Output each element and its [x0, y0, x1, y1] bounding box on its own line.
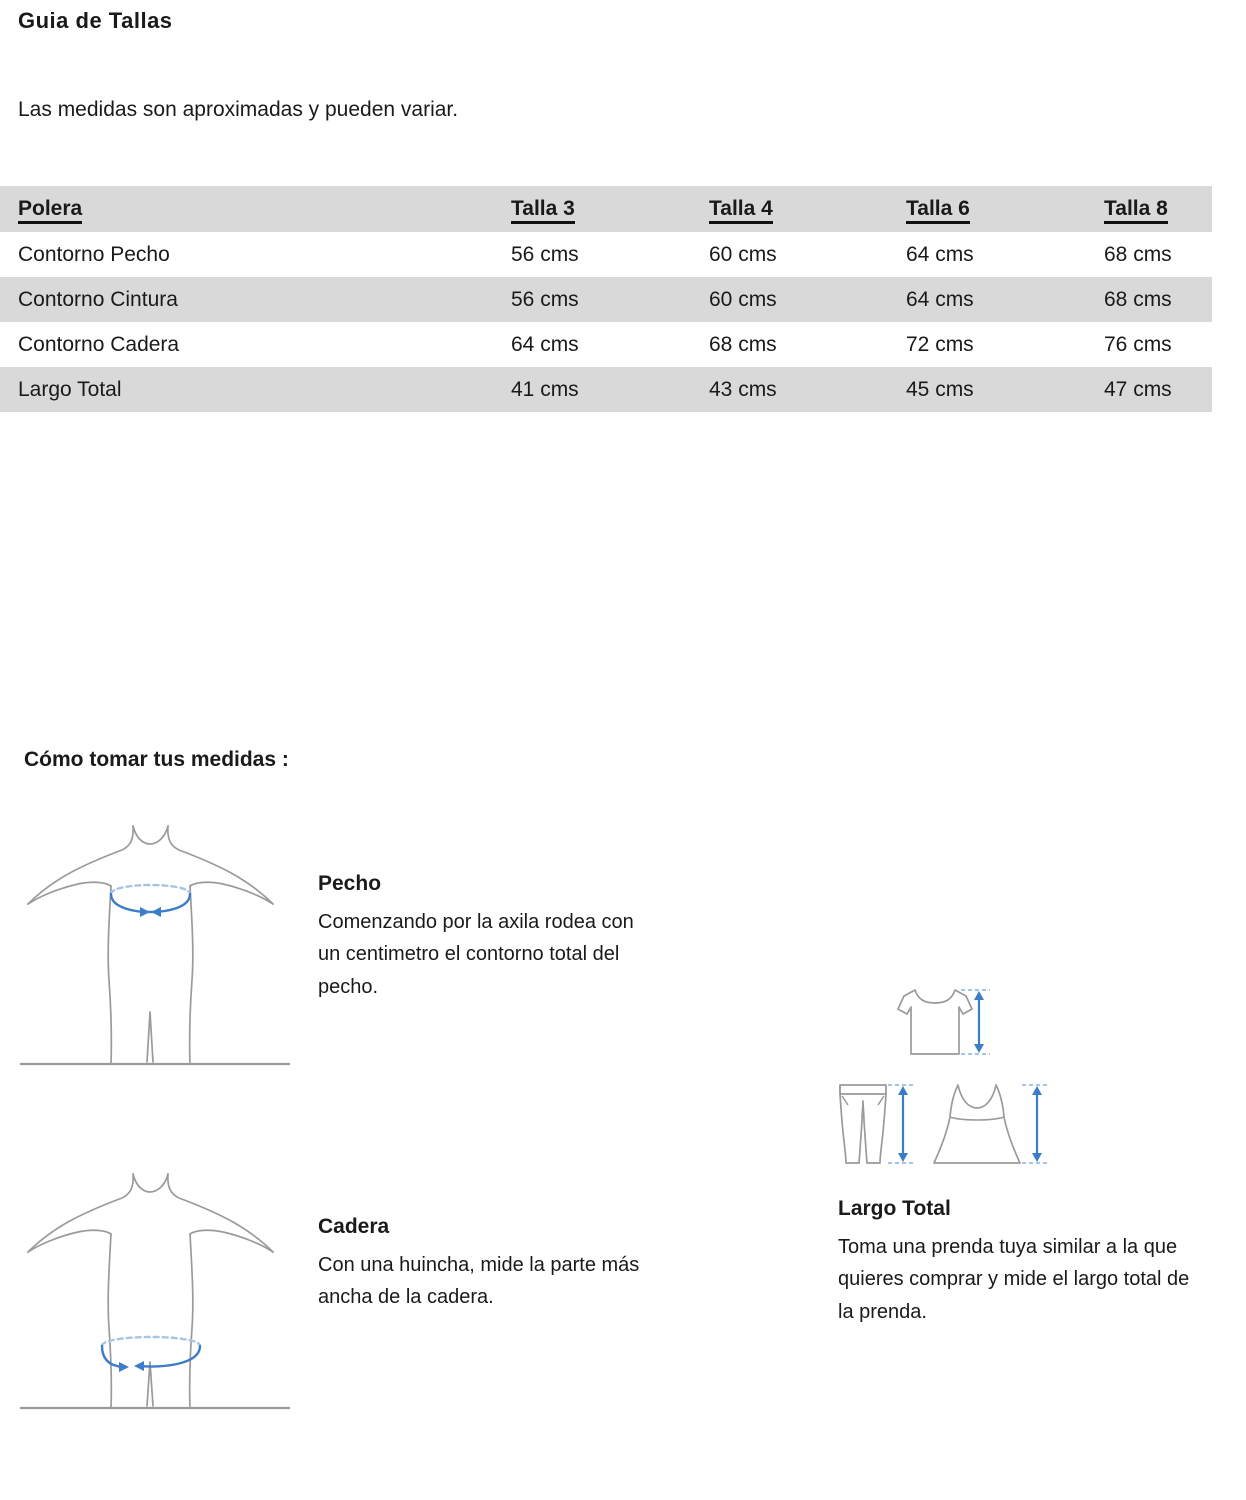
row-label: Contorno Pecho	[18, 243, 170, 266]
row-label: Largo Total	[18, 378, 122, 401]
column-header-talla-3: Talla 3	[475, 186, 675, 232]
table-header-row: Polera Talla 3 Talla 4 Talla 6 Talla 8	[0, 186, 1212, 232]
cell-talla-8: 68 cms	[1104, 288, 1172, 311]
cell-talla-6: 64 cms	[906, 288, 974, 311]
dress-length-arrow	[1022, 1084, 1048, 1164]
intro-text: Las medidas son aproximadas y pueden var…	[18, 98, 459, 121]
hip-measurement-diagram	[10, 1152, 300, 1452]
row-label: Contorno Cadera	[18, 333, 180, 356]
column-header-talla-8: Talla 8	[1070, 186, 1212, 232]
tshirt-length-arrow	[961, 989, 990, 1055]
length-title: Largo Total	[838, 1197, 951, 1220]
chest-title: Pecho	[318, 872, 382, 895]
table-header: Polera Talla 3 Talla 4 Talla 6 Talla 8	[0, 186, 1212, 232]
cell-talla-3: 56 cms	[511, 288, 579, 311]
cell-talla-4: 60 cms	[709, 243, 777, 266]
cell-talla-3: 56 cms	[511, 243, 579, 266]
chest-measurement-diagram	[10, 812, 300, 1112]
pants-length-arrow	[888, 1084, 914, 1164]
column-header-polera: Polera	[0, 186, 475, 232]
hip-tape-dashed	[100, 1335, 202, 1348]
length-description: Toma una prenda tuya similar a la que qu…	[838, 1236, 1190, 1323]
page-title: Guia de Tallas	[18, 8, 173, 33]
dress-icon	[933, 1084, 1021, 1164]
arrow-right	[119, 1362, 129, 1372]
cell-talla-3: 64 cms	[511, 333, 579, 356]
cell-talla-8: 76 cms	[1104, 333, 1172, 356]
column-header-talla-6: Talla 6	[872, 186, 1070, 232]
cell-talla-3: 41 cms	[511, 378, 579, 401]
cell-talla-4: 60 cms	[709, 288, 777, 311]
table-row: Contorno Pecho 56 cms 60 cms 64 cms 68 c…	[0, 232, 1212, 277]
tshirt-icon	[897, 989, 973, 1055]
pants-icon	[839, 1084, 887, 1164]
hip-description: Con una huincha, mide la parte más ancha…	[318, 1254, 640, 1309]
chest-description: Comenzando por la axila rodea con un cen…	[318, 911, 634, 998]
chest-tape-dashed	[109, 883, 192, 896]
table-row: Largo Total 41 cms 43 cms 45 cms 47 cms	[0, 367, 1212, 412]
cell-talla-6: 72 cms	[906, 333, 974, 356]
chest-text-block: Pecho Comenzando por la axila rodea con …	[318, 872, 648, 1003]
cell-talla-4: 43 cms	[709, 378, 777, 401]
table-row: Contorno Cintura 56 cms 60 cms 64 cms 68…	[0, 277, 1212, 322]
cell-talla-6: 45 cms	[906, 378, 974, 401]
garment-length-diagram	[828, 975, 1058, 1175]
arrow-left	[134, 1361, 144, 1371]
arrow-right	[140, 907, 150, 917]
table-body: Contorno Pecho 56 cms 60 cms 64 cms 68 c…	[0, 232, 1212, 412]
table-row: Contorno Cadera 64 cms 68 cms 72 cms 76 …	[0, 322, 1212, 367]
measure-section-heading: Cómo tomar tus medidas :	[24, 748, 289, 771]
cell-talla-8: 68 cms	[1104, 243, 1172, 266]
hip-title: Cadera	[318, 1215, 390, 1238]
cell-talla-6: 64 cms	[906, 243, 974, 266]
arrow-left	[151, 907, 161, 917]
column-header-talla-4: Talla 4	[675, 186, 872, 232]
row-label: Contorno Cintura	[18, 288, 178, 311]
size-table: Polera Talla 3 Talla 4 Talla 6 Talla 8 C…	[0, 186, 1212, 412]
length-text-block: Largo Total Toma una prenda tuya similar…	[838, 1197, 1198, 1328]
cell-talla-8: 47 cms	[1104, 378, 1172, 401]
hip-text-block: Cadera Con una huincha, mide la parte má…	[318, 1215, 648, 1314]
cell-talla-4: 68 cms	[709, 333, 777, 356]
